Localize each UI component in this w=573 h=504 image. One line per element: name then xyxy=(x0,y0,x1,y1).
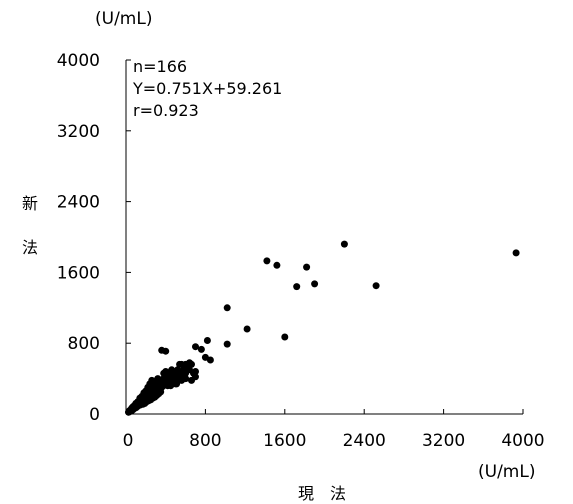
data-point xyxy=(188,376,195,384)
y-tick-label: 1600 xyxy=(57,263,100,283)
data-point xyxy=(223,340,231,348)
x-tick-label: 800 xyxy=(189,431,221,451)
data-point xyxy=(372,282,380,290)
data-point xyxy=(177,371,185,379)
data-point xyxy=(149,380,157,388)
y-tick-label: 800 xyxy=(68,334,100,354)
data-point xyxy=(162,347,170,355)
data-point xyxy=(340,240,348,248)
data-point xyxy=(512,249,520,257)
y-tick-labels: 0 800 1600 2400 3200 4000 xyxy=(57,51,100,425)
data-point xyxy=(197,345,205,353)
x-tick-label: 0 xyxy=(123,431,134,451)
data-point xyxy=(293,283,301,291)
x-tick-labels: 0 800 1600 2400 3200 4000 xyxy=(123,431,545,451)
annotation-equation: Y=0.751X+59.261 xyxy=(132,79,282,98)
data-point xyxy=(173,380,181,388)
y-axis-label: 新法 xyxy=(22,194,38,257)
data-point xyxy=(139,400,147,408)
data-point xyxy=(223,304,231,312)
y-tick-label: 2400 xyxy=(57,193,100,213)
data-point xyxy=(203,337,211,344)
data-point xyxy=(170,369,178,377)
data-point xyxy=(273,261,281,269)
data-point xyxy=(303,263,311,271)
y-unit-label: (U/mL) xyxy=(95,9,152,29)
data-point xyxy=(243,325,251,333)
data-point xyxy=(311,280,319,288)
x-tick-label: 2400 xyxy=(343,431,386,451)
data-point xyxy=(176,360,184,368)
annotation-r: r=0.923 xyxy=(133,101,199,120)
x-tick-label: 3200 xyxy=(422,431,465,451)
x-axis-label: 現 法 xyxy=(298,484,346,503)
x-tick-label: 1600 xyxy=(263,431,306,451)
annotation-n: n=166 xyxy=(133,57,187,76)
data-point xyxy=(263,257,271,265)
axes xyxy=(125,59,524,415)
data-point xyxy=(125,408,132,416)
y-tick-label: 4000 xyxy=(57,51,100,71)
y-tick-label: 3200 xyxy=(57,122,100,142)
data-point xyxy=(281,333,289,341)
data-points xyxy=(125,240,520,416)
data-point xyxy=(160,369,168,377)
data-point xyxy=(154,375,162,383)
y-tick-label: 0 xyxy=(89,405,100,425)
data-point xyxy=(201,353,209,361)
x-unit-label: (U/mL) xyxy=(478,462,535,482)
data-point xyxy=(188,360,195,368)
x-tick-label: 4000 xyxy=(501,431,544,451)
data-point xyxy=(192,343,199,351)
